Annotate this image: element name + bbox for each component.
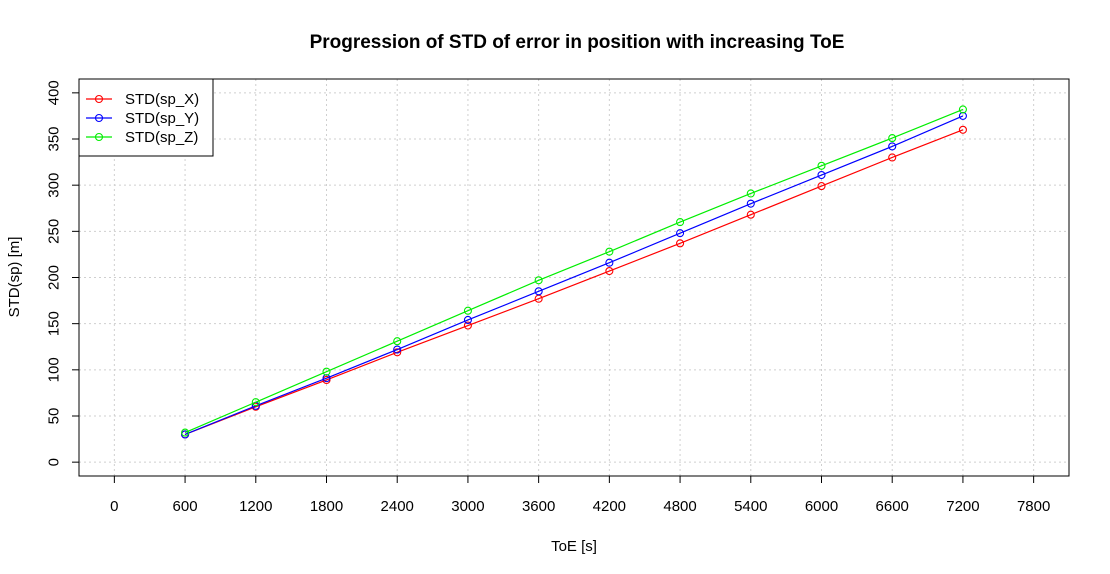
series-group <box>181 105 967 439</box>
data-point <box>958 105 967 114</box>
data-point <box>676 239 685 248</box>
x-tick-label: 6000 <box>805 498 838 515</box>
x-tick-label: 4200 <box>593 498 626 515</box>
data-point <box>463 306 472 315</box>
y-tick-label: 50 <box>46 408 63 425</box>
x-tick-label: 3000 <box>451 498 484 515</box>
x-tick-label: 5400 <box>734 498 767 515</box>
data-point <box>888 134 897 143</box>
x-tick-label: 7200 <box>946 498 979 515</box>
x-tick-label: 3600 <box>522 498 555 515</box>
x-tick-label: 1800 <box>310 498 343 515</box>
data-point <box>393 348 402 357</box>
x-tick-label: 2400 <box>381 498 414 515</box>
x-axis: 0 600 1200 1800 2400 3000 3600 4200 4800 5400 6000… <box>110 475 1050 515</box>
data-point <box>817 182 826 191</box>
y-tick-label: 400 <box>46 80 63 105</box>
data-point <box>251 398 260 407</box>
y-tick-label: 200 <box>46 265 63 290</box>
data-point <box>393 337 402 346</box>
y-tick-label: 350 <box>46 126 63 151</box>
data-point <box>817 161 826 170</box>
x-tick-label: 6600 <box>876 498 909 515</box>
x-tick-label: 0 <box>110 498 118 515</box>
data-point <box>958 125 967 134</box>
data-point <box>322 367 331 376</box>
data-point <box>676 218 685 227</box>
x-axis-label: ToE [s] <box>551 538 597 555</box>
data-point <box>746 199 755 208</box>
y-tick-label: 150 <box>46 311 63 336</box>
y-tick-label: 250 <box>46 219 63 244</box>
y-tick-label: 0 <box>46 458 63 466</box>
legend-marker <box>94 113 104 123</box>
data-point <box>534 287 543 296</box>
data-point <box>888 142 897 151</box>
data-point <box>676 229 685 238</box>
x-tick-label: 600 <box>173 498 198 515</box>
data-point <box>605 266 614 276</box>
series-line <box>184 129 964 436</box>
series-line <box>184 108 964 434</box>
data-point <box>393 345 402 354</box>
legend-marker <box>94 94 104 104</box>
y-tick-label: 300 <box>46 173 63 198</box>
x-tick-label: 1200 <box>239 498 272 515</box>
legend-label: STD(sp_X) <box>125 91 199 108</box>
legend-label: STD(sp_Y) <box>125 110 199 127</box>
data-point <box>463 321 472 330</box>
legend-label: STD(sp_Z) <box>125 129 198 146</box>
data-point <box>534 276 543 285</box>
data-point <box>746 210 755 219</box>
legend-marker <box>94 132 104 142</box>
x-tick-label: 7800 <box>1017 498 1050 515</box>
chart-title: Progression of STD of error in position … <box>310 32 845 53</box>
legend: STD(sp_X) STD(sp_Y) STD(sp_Z) <box>78 78 214 157</box>
data-point <box>605 258 614 267</box>
data-point <box>746 189 755 198</box>
x-tick-label: 4800 <box>663 498 696 515</box>
y-axis: 0 50 100 150 200 250 300 350 400 <box>46 80 80 466</box>
data-point <box>181 428 190 437</box>
series-line <box>184 115 964 436</box>
data-point <box>463 315 472 325</box>
data-point <box>888 153 897 162</box>
y-tick-label: 100 <box>46 357 63 382</box>
y-axis-label: STD(sp) [m] <box>6 237 23 318</box>
data-point <box>605 247 614 256</box>
data-point <box>817 170 826 180</box>
